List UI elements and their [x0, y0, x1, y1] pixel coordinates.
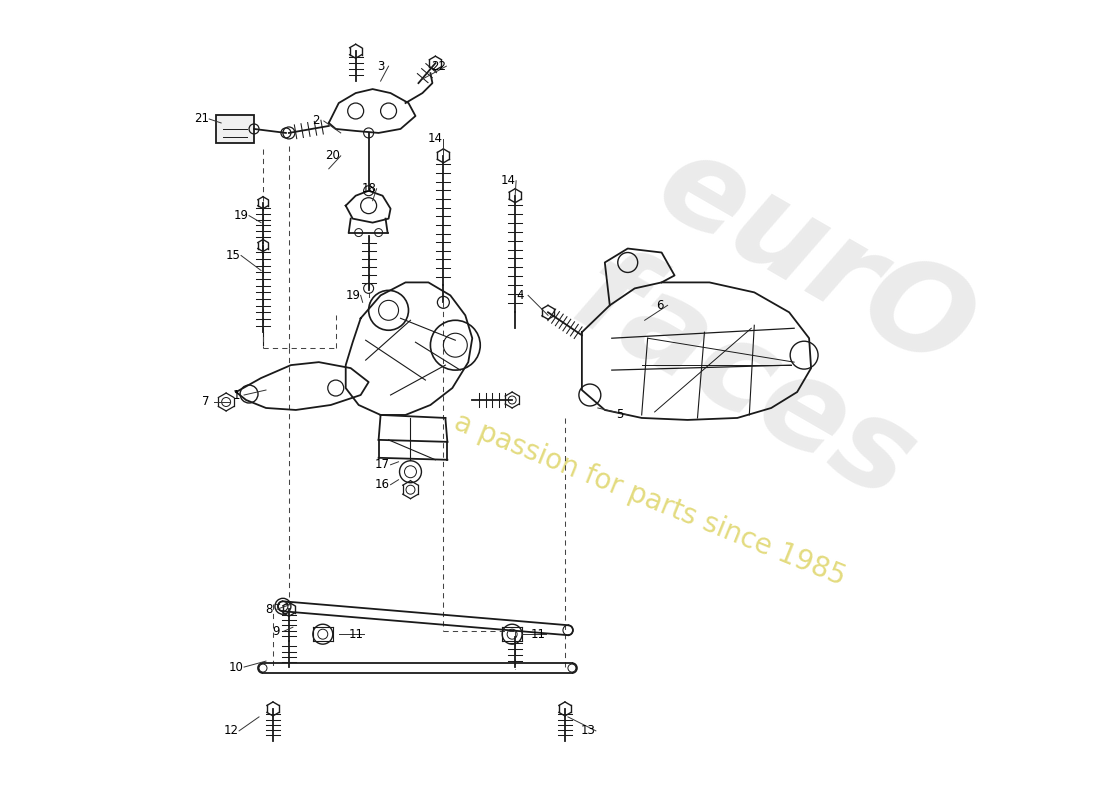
Text: 10: 10 [229, 661, 243, 674]
Text: a passion for parts since 1985: a passion for parts since 1985 [450, 408, 849, 591]
Text: 3: 3 [377, 60, 384, 73]
Text: 2: 2 [312, 114, 320, 127]
Text: eurO
faces: eurO faces [553, 114, 1005, 526]
Text: 12: 12 [223, 724, 239, 738]
Text: 18: 18 [361, 182, 376, 195]
Text: 17: 17 [375, 458, 390, 471]
Text: 11: 11 [530, 628, 546, 641]
Text: 9: 9 [272, 625, 279, 638]
Text: 22: 22 [431, 60, 446, 73]
Text: 4: 4 [516, 289, 524, 302]
Text: 19: 19 [345, 289, 360, 302]
Text: 21: 21 [194, 113, 209, 126]
Text: 14: 14 [500, 174, 516, 187]
Text: 14: 14 [428, 133, 443, 146]
Text: 19: 19 [233, 209, 249, 222]
Text: 20: 20 [326, 150, 340, 162]
Text: 1: 1 [232, 389, 240, 402]
Text: 8: 8 [265, 602, 273, 616]
Text: 7: 7 [202, 395, 210, 409]
FancyBboxPatch shape [217, 115, 254, 143]
Text: 15: 15 [226, 249, 241, 262]
Text: 5: 5 [616, 409, 624, 422]
Text: 13: 13 [581, 724, 595, 738]
Text: 6: 6 [656, 299, 663, 312]
Text: 16: 16 [375, 478, 390, 491]
Text: 11: 11 [349, 628, 363, 641]
